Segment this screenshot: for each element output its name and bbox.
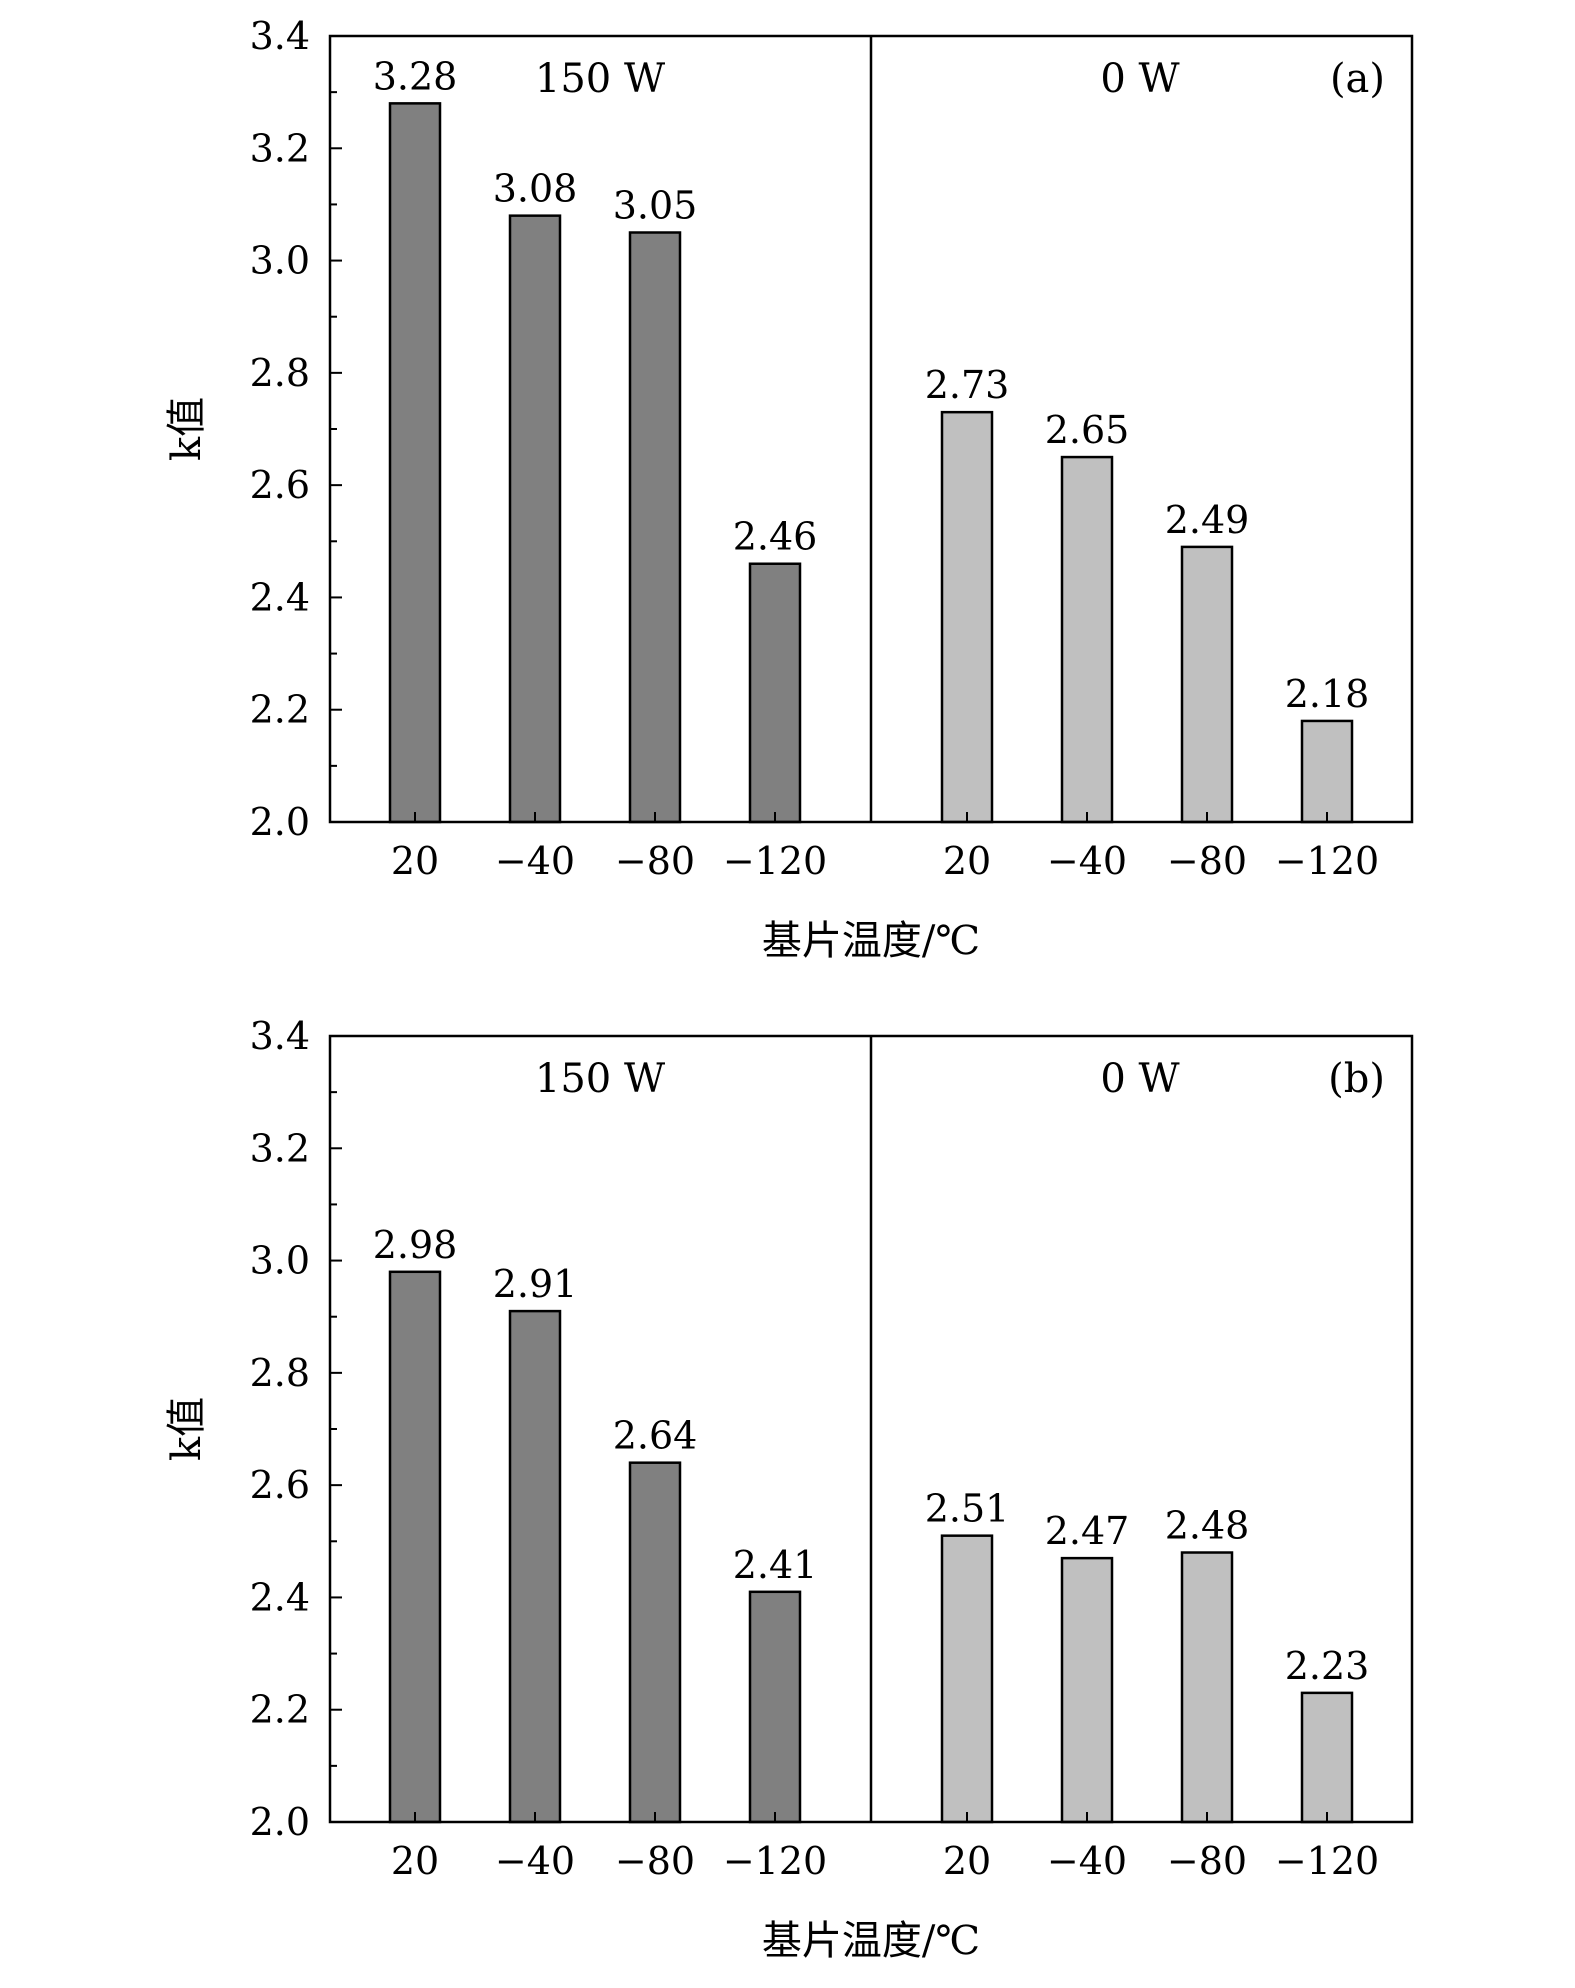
x-tick-label: 20 — [391, 1839, 439, 1883]
y-tick-label: 2.2 — [250, 688, 310, 732]
data-label: 3.28 — [373, 54, 458, 98]
x-axis-title: 基片温度/℃ — [762, 918, 980, 964]
data-label: 2.48 — [1165, 1504, 1250, 1548]
group-label-150w: 150 W — [535, 1056, 665, 1102]
x-tick-label: −120 — [723, 1839, 827, 1883]
y-tick-label: 3.0 — [250, 1239, 310, 1283]
bar-0w-2 — [1180, 545, 1234, 824]
y-tick-label: 2.2 — [250, 1688, 310, 1732]
x-tick-label: −40 — [1047, 1839, 1127, 1883]
x-tick-label: −120 — [1275, 1839, 1379, 1883]
y-tick-label: 3.0 — [250, 239, 310, 283]
y-tick-label: 2.0 — [250, 1800, 310, 1844]
data-label: 2.18 — [1285, 672, 1370, 716]
data-label: 2.73 — [925, 363, 1010, 407]
bar-150w-2 — [628, 231, 682, 824]
x-tick-label: 20 — [943, 839, 991, 883]
panel-label: (b) — [1328, 1056, 1385, 1102]
y-tick-label: 3.4 — [250, 14, 310, 58]
y-tick-label: 2.8 — [250, 351, 310, 395]
bar-150w-0 — [388, 102, 442, 824]
chart-panel-a: 3.28 3.08 3.05 2.46 2.73 2.65 2.49 2.18 2.0 2.2 2.… — [164, 14, 1414, 964]
bar-150w-2 — [628, 1461, 682, 1824]
y-tick-label: 3.2 — [250, 126, 310, 170]
x-tick-label: 20 — [391, 839, 439, 883]
x-tick-label: −80 — [1167, 839, 1247, 883]
x-tick-label: 20 — [943, 1839, 991, 1883]
y-tick-label: 2.0 — [250, 800, 310, 844]
x-axis-title: 基片温度/℃ — [762, 1918, 980, 1964]
bar-0w-0 — [940, 1534, 994, 1824]
bar-0w-3 — [1300, 1691, 1354, 1824]
x-tick-label: −80 — [615, 839, 695, 883]
data-label: 2.98 — [373, 1223, 458, 1267]
group-label-0w: 0 W — [1100, 56, 1179, 102]
panel-label: (a) — [1330, 56, 1385, 102]
data-label: 2.65 — [1045, 408, 1130, 452]
bar-150w-0 — [388, 1270, 442, 1824]
x-tick-label: −120 — [723, 839, 827, 883]
data-label: 2.64 — [613, 1414, 698, 1458]
data-label: 2.49 — [1165, 498, 1250, 542]
bar-0w-2 — [1180, 1551, 1234, 1824]
x-tick-label: −80 — [615, 1839, 695, 1883]
bar-0w-1 — [1060, 455, 1114, 824]
bar-150w-1 — [508, 1309, 562, 1824]
data-label: 3.08 — [493, 167, 578, 211]
y-axis-title: k值 — [164, 1397, 210, 1461]
bar-150w-1 — [508, 214, 562, 824]
bar-150w-3 — [748, 1590, 802, 1824]
chart-panel-b: 2.98 2.91 2.64 2.41 2.51 2.47 2.48 2.23 2.0 2.2 2.… — [164, 1014, 1414, 1964]
y-tick-label: 3.2 — [250, 1126, 310, 1170]
data-label: 2.91 — [493, 1262, 578, 1306]
data-label: 2.47 — [1045, 1509, 1130, 1553]
y-tick-label: 2.4 — [250, 575, 310, 619]
bar-0w-0 — [940, 410, 994, 824]
y-tick-label: 2.8 — [250, 1351, 310, 1395]
x-tick-label: −40 — [495, 839, 575, 883]
x-tick-label: −80 — [1167, 1839, 1247, 1883]
bar-0w-1 — [1060, 1556, 1114, 1824]
group-label-150w: 150 W — [535, 56, 665, 102]
data-label: 2.46 — [733, 515, 818, 559]
data-label: 2.51 — [925, 1487, 1010, 1531]
data-label: 3.05 — [613, 184, 698, 228]
y-axis-title: k值 — [164, 397, 210, 461]
bar-150w-3 — [748, 562, 802, 824]
y-tick-label: 2.6 — [250, 463, 310, 507]
y-tick-label: 2.6 — [250, 1463, 310, 1507]
x-tick-label: −40 — [495, 1839, 575, 1883]
y-tick-label: 2.4 — [250, 1575, 310, 1619]
x-tick-label: −120 — [1275, 839, 1379, 883]
data-label: 2.41 — [733, 1543, 818, 1587]
data-label: 2.23 — [1285, 1644, 1370, 1688]
group-label-0w: 0 W — [1100, 1056, 1179, 1102]
bar-0w-3 — [1300, 719, 1354, 824]
y-tick-label: 3.4 — [250, 1014, 310, 1058]
x-tick-label: −40 — [1047, 839, 1127, 883]
